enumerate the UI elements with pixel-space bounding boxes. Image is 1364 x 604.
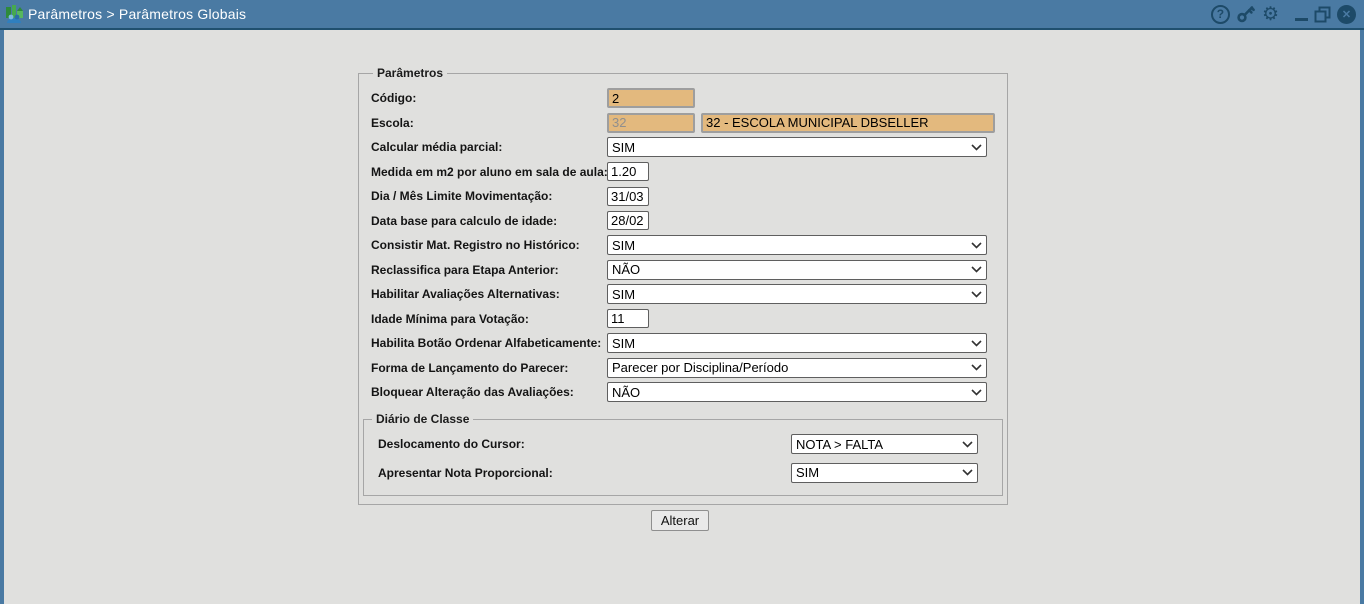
escola-code-input[interactable] xyxy=(607,112,695,133)
idade-minima-label: Idade Mínima para Votação: xyxy=(371,311,529,326)
parametros-globais-form: Parâmetros Código: Escola: Calcular médi… xyxy=(358,66,1008,531)
bloquear-alteracao-label: Bloquear Alteração das Avaliações: xyxy=(371,385,574,399)
medida-m2-input[interactable] xyxy=(607,162,649,181)
apresentar-nota-label: Apresentar Nota Proporcional: xyxy=(378,465,553,480)
deslocamento-cursor-select[interactable]: NOTA > FALTA xyxy=(791,434,978,454)
dia-mes-limite-row: Dia / Mês Limite Movimentação: xyxy=(371,184,995,208)
idade-minima-row: Idade Mínima para Votação: xyxy=(371,307,995,331)
parametros-fieldset: Parâmetros Código: Escola: Calcular médi… xyxy=(358,66,1008,505)
chevron-down-icon xyxy=(971,266,982,273)
restore-window-icon[interactable] xyxy=(1314,6,1331,23)
calcular-media-row: Calcular média parcial: SIM xyxy=(371,135,995,159)
minimize-icon[interactable] xyxy=(1295,8,1308,21)
reclassifica-etapa-row: Reclassifica para Etapa Anterior: NÃO xyxy=(371,258,995,282)
chevron-down-icon xyxy=(971,143,982,151)
chevron-down-icon xyxy=(971,388,982,396)
diario-de-classe-legend: Diário de Classe xyxy=(376,412,470,426)
data-base-idade-input[interactable] xyxy=(607,211,649,230)
chevron-down-icon xyxy=(971,290,982,298)
select-value: SIM xyxy=(612,286,636,302)
reclassifica-etapa-label: Reclassifica para Etapa Anterior: xyxy=(371,262,559,277)
breadcrumb: Parâmetros > Parâmetros Globais xyxy=(28,6,247,22)
data-base-idade-row: Data base para calculo de idade: xyxy=(371,209,995,233)
forma-parecer-select[interactable]: Parecer por Disciplina/Período xyxy=(607,357,987,378)
apresentar-nota-row: Apresentar Nota Proporcional: SIM xyxy=(370,459,990,487)
right-frame-border xyxy=(1360,30,1364,604)
escola-row: Escola: xyxy=(371,111,995,135)
bloquear-alteracao-select[interactable]: NÃO xyxy=(607,382,987,402)
chevron-down-icon xyxy=(962,440,973,448)
medida-m2-row: Medida em m2 por aluno em sala de aula: xyxy=(371,160,995,184)
apresentar-nota-select[interactable]: SIM xyxy=(791,462,978,483)
consistir-registro-select[interactable]: SIM xyxy=(607,235,987,255)
select-value: NOTA > FALTA xyxy=(796,436,884,452)
forma-parecer-row: Forma de Lançamento do Parecer: Parecer … xyxy=(371,356,995,380)
window-controls: ? ⚙ ✕ xyxy=(1210,3,1356,25)
chevron-down-icon xyxy=(971,339,982,347)
parametros-legend: Parâmetros xyxy=(377,66,444,80)
escola-name-input[interactable] xyxy=(701,112,995,133)
calcular-media-select[interactable]: SIM xyxy=(607,137,987,157)
habilita-botao-ordenar-row: Habilita Botão Ordenar Alfabeticamente: … xyxy=(371,331,995,355)
key-icon[interactable] xyxy=(1236,4,1256,24)
select-value: SIM xyxy=(612,335,636,351)
codigo-label: Código: xyxy=(371,91,417,105)
diario-de-classe-fieldset: Diário de Classe Deslocamento do Cursor:… xyxy=(363,412,1003,496)
habilitar-avaliacoes-row: Habilitar Avaliações Alternativas: SIM xyxy=(371,282,995,306)
data-base-idade-label: Data base para calculo de idade: xyxy=(371,213,558,228)
calcular-media-label: Calcular média parcial: xyxy=(371,140,503,154)
select-value: Parecer por Disciplina/Período xyxy=(612,360,789,375)
select-value: SIM xyxy=(612,139,636,155)
alterar-button[interactable]: Alterar xyxy=(650,510,710,531)
select-value: NÃO xyxy=(612,262,641,277)
app-logo-icon xyxy=(6,5,23,23)
habilitar-avaliacoes-label: Habilitar Avaliações Alternativas: xyxy=(371,287,560,301)
select-value: SIM xyxy=(796,465,820,480)
consistir-registro-label: Consistir Mat. Registro no Histórico: xyxy=(371,238,580,252)
left-frame-border xyxy=(0,30,4,604)
bloquear-alteracao-row: Bloquear Alteração das Avaliações: NÃO xyxy=(371,380,995,404)
chevron-down-icon xyxy=(971,364,982,371)
deslocamento-cursor-label: Deslocamento do Cursor: xyxy=(378,437,525,451)
help-icon[interactable]: ? xyxy=(1210,4,1230,24)
select-value: NÃO xyxy=(612,384,641,400)
chevron-down-icon xyxy=(962,469,973,476)
habilitar-avaliacoes-select[interactable]: SIM xyxy=(607,284,987,304)
dia-mes-limite-input[interactable] xyxy=(607,186,649,206)
forma-parecer-label: Forma de Lançamento do Parecer: xyxy=(371,360,569,375)
deslocamento-cursor-row: Deslocamento do Cursor: NOTA > FALTA xyxy=(370,430,990,458)
select-value: SIM xyxy=(612,237,636,253)
idade-minima-input[interactable] xyxy=(607,309,649,328)
close-icon[interactable]: ✕ xyxy=(1337,4,1356,24)
gear-icon[interactable]: ⚙ xyxy=(1261,3,1279,25)
chevron-down-icon xyxy=(971,241,982,249)
escola-label: Escola: xyxy=(371,115,414,130)
dia-mes-limite-label: Dia / Mês Limite Movimentação: xyxy=(371,189,553,203)
codigo-input[interactable] xyxy=(607,88,695,108)
habilita-botao-ordenar-label: Habilita Botão Ordenar Alfabeticamente: xyxy=(371,336,602,350)
consistir-registro-row: Consistir Mat. Registro no Histórico: SI… xyxy=(371,233,995,257)
medida-m2-label: Medida em m2 por aluno em sala de aula: xyxy=(371,164,608,179)
title-bar: Parâmetros > Parâmetros Globais ? ⚙ xyxy=(0,0,1364,30)
codigo-row: Código: xyxy=(371,86,995,110)
reclassifica-etapa-select[interactable]: NÃO xyxy=(607,259,987,280)
habilita-botao-ordenar-select[interactable]: SIM xyxy=(607,333,987,353)
